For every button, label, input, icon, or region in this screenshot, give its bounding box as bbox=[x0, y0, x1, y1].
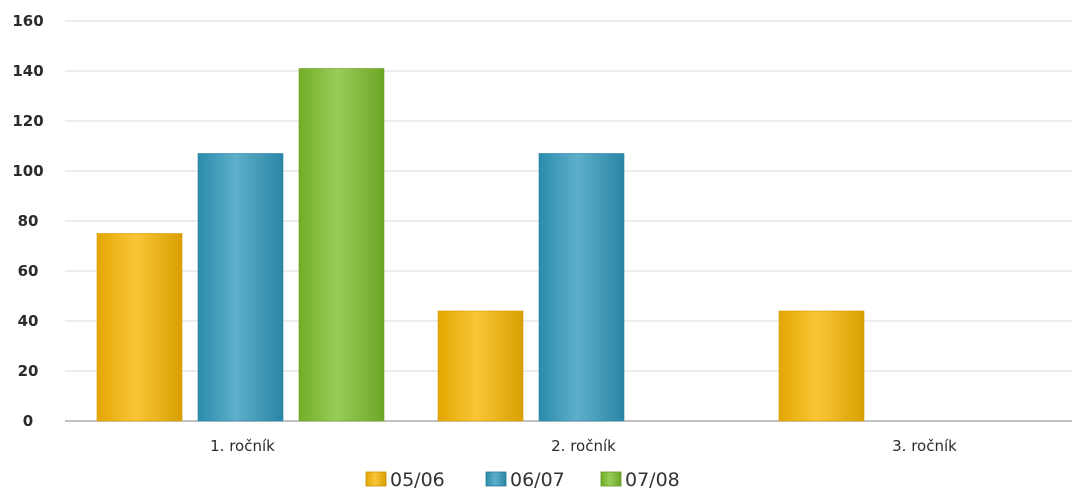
legend-label: 06/07 bbox=[510, 469, 565, 491]
bar-06-07-cat-2 bbox=[538, 153, 625, 422]
bar-07-08-cat-1 bbox=[298, 68, 385, 422]
legend-label: 05/06 bbox=[390, 469, 445, 491]
legend: 05/06 06/07 07/08 bbox=[365, 469, 680, 491]
bar-05-06-cat-1 bbox=[96, 233, 183, 422]
legend-swatch bbox=[365, 471, 387, 487]
legend-label: 07/08 bbox=[625, 469, 680, 491]
legend-swatch bbox=[600, 471, 622, 487]
x-category-label: 1. ročník bbox=[210, 437, 275, 455]
y-axis: 0 20 40 60 80 100 120 140 160 bbox=[12, 12, 43, 430]
y-tick-label: 120 bbox=[12, 112, 43, 130]
bar-05-06-cat-2 bbox=[437, 310, 524, 422]
y-tick-label: 20 bbox=[18, 362, 39, 380]
x-category-label: 3. ročník bbox=[892, 437, 957, 455]
y-tick-label: 0 bbox=[23, 412, 33, 430]
x-axis: 1. ročník 2. ročník 3. ročník bbox=[210, 437, 957, 455]
bar-06-07-cat-1 bbox=[197, 153, 284, 422]
bar-05-06-cat-3 bbox=[778, 310, 865, 422]
y-tick-label: 100 bbox=[12, 162, 43, 180]
legend-swatch bbox=[485, 471, 507, 487]
x-category-label: 2. ročník bbox=[551, 437, 616, 455]
y-tick-label: 160 bbox=[12, 12, 43, 30]
y-tick-label: 80 bbox=[18, 212, 39, 230]
y-tick-label: 40 bbox=[18, 312, 39, 330]
y-tick-label: 60 bbox=[18, 262, 39, 280]
bars bbox=[96, 68, 865, 422]
y-tick-label: 140 bbox=[12, 62, 43, 80]
